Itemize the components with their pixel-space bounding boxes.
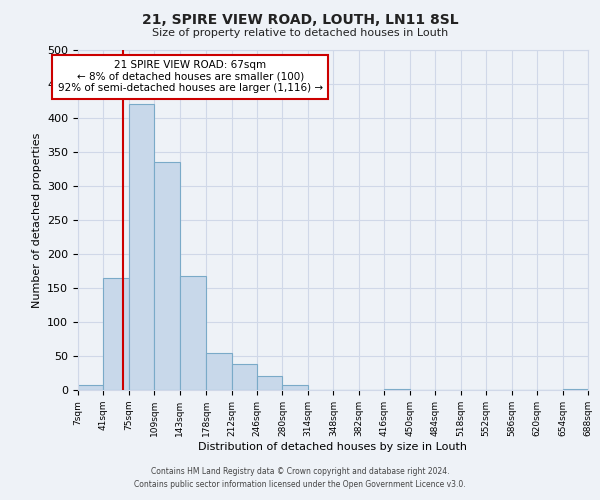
Bar [283, 384, 308, 390]
X-axis label: Distribution of detached houses by size in Louth: Distribution of detached houses by size … [199, 442, 467, 452]
Bar [384, 388, 410, 390]
Bar [103, 278, 129, 390]
Bar [78, 384, 103, 390]
Text: Size of property relative to detached houses in Louth: Size of property relative to detached ho… [152, 28, 448, 38]
Bar [154, 162, 180, 390]
Bar [257, 376, 283, 390]
Y-axis label: Number of detached properties: Number of detached properties [32, 132, 41, 308]
Bar [232, 364, 257, 390]
Text: 21, SPIRE VIEW ROAD, LOUTH, LN11 8SL: 21, SPIRE VIEW ROAD, LOUTH, LN11 8SL [142, 12, 458, 26]
Bar [180, 276, 206, 390]
Bar [129, 104, 154, 390]
Text: Contains HM Land Registry data © Crown copyright and database right 2024.
Contai: Contains HM Land Registry data © Crown c… [134, 468, 466, 489]
Bar [206, 352, 232, 390]
Bar [563, 388, 588, 390]
Text: 21 SPIRE VIEW ROAD: 67sqm
← 8% of detached houses are smaller (100)
92% of semi-: 21 SPIRE VIEW ROAD: 67sqm ← 8% of detach… [58, 60, 323, 94]
